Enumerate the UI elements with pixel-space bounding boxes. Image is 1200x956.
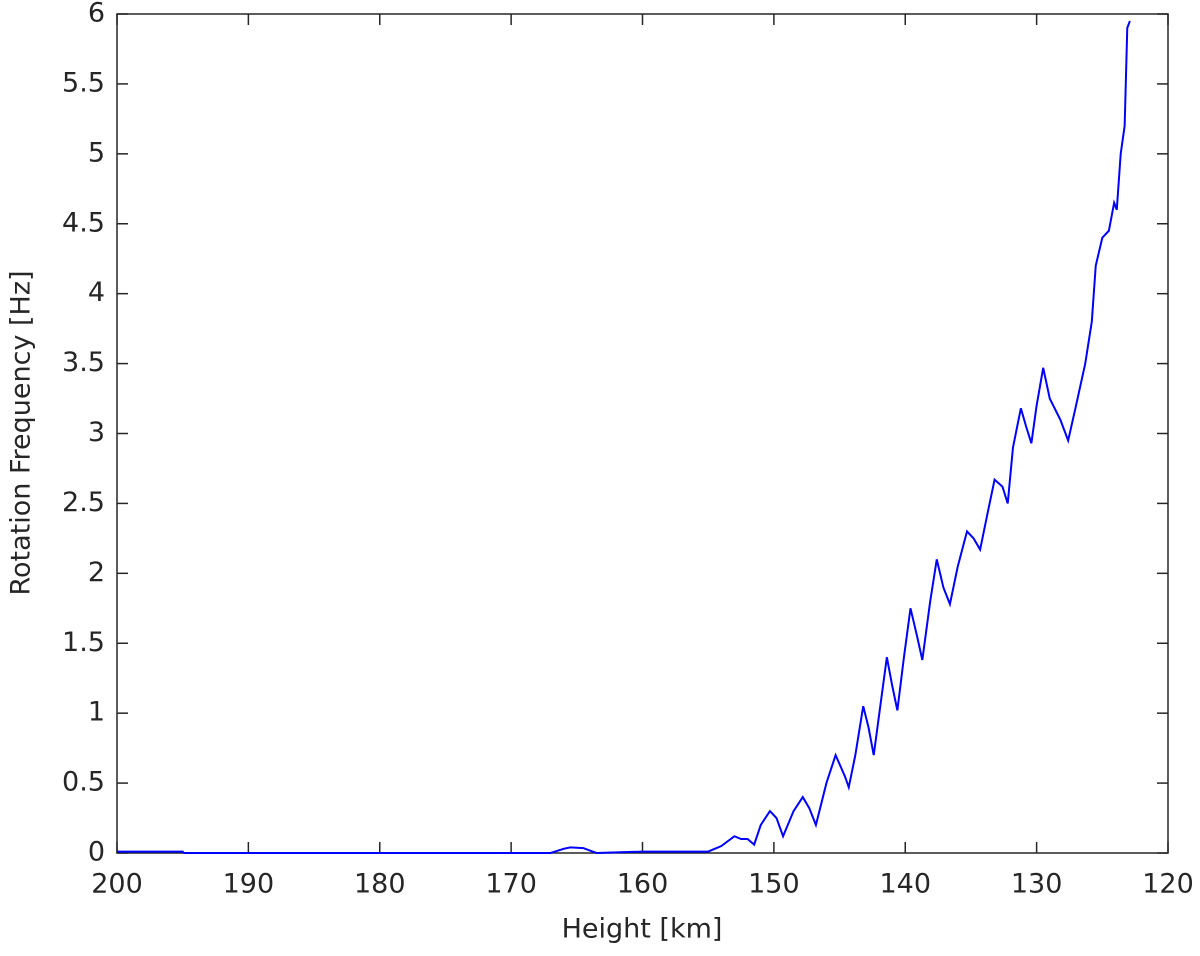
data-line xyxy=(117,20,1131,855)
y-tick-label: 3 xyxy=(88,417,105,448)
y-tick-label: 1 xyxy=(88,697,105,728)
x-tick-label: 130 xyxy=(1011,869,1063,900)
y-tick-label: 1.5 xyxy=(62,627,105,658)
y-tick-label: 3.5 xyxy=(62,347,105,378)
x-tick-label: 150 xyxy=(748,869,800,900)
y-tick-label: 2 xyxy=(88,557,105,588)
x-axis-label: Height [km] xyxy=(562,914,723,945)
y-tick-label: 6 xyxy=(88,0,105,29)
y-tick-label: 5 xyxy=(88,137,105,168)
y-tick-label: 0 xyxy=(88,837,105,868)
x-tick-label: 170 xyxy=(485,869,537,900)
y-tick-label: 2.5 xyxy=(62,487,105,518)
x-tick-label: 180 xyxy=(354,869,406,900)
y-tick-label: 5.5 xyxy=(62,67,105,98)
y-tick-label: 4.5 xyxy=(62,207,105,238)
x-tick-label: 120 xyxy=(1142,869,1194,900)
y-tick-label: 4 xyxy=(88,277,105,308)
x-tick-label: 140 xyxy=(879,869,931,900)
y-axis-label: Rotation Frequency [Hz] xyxy=(6,270,37,595)
y-tick-label: 0.5 xyxy=(62,767,105,798)
plot-frame xyxy=(116,13,1169,854)
x-tick-label: 190 xyxy=(223,869,275,900)
x-tick-label: 160 xyxy=(617,869,669,900)
x-tick-label: 200 xyxy=(91,869,143,900)
